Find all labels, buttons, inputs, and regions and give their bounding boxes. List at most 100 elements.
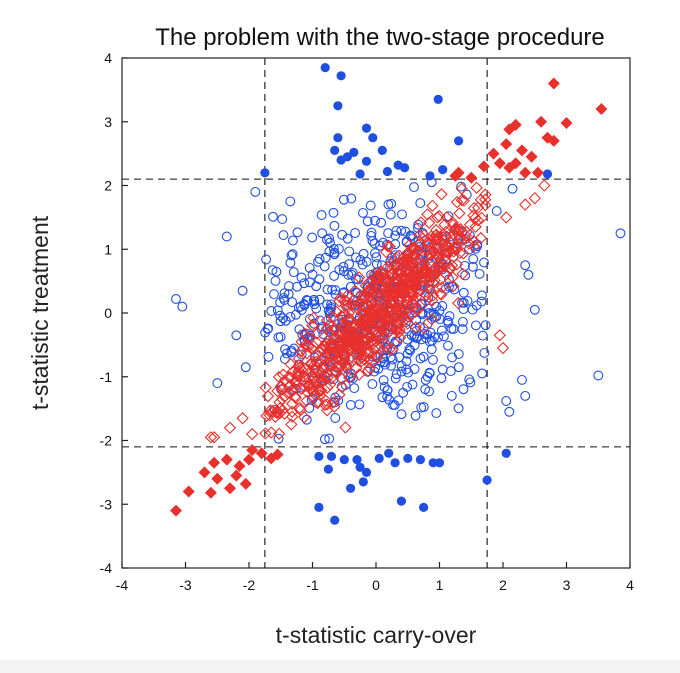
data-point-red-nonsignificant	[368, 267, 381, 281]
data-point-red-nonsignificant	[354, 315, 367, 329]
data-point-red-nonsignificant	[416, 250, 429, 263]
data-point-red-nonsignificant	[393, 315, 406, 328]
data-point-blue-nonsignificant	[287, 297, 298, 308]
data-point-blue-nonsignificant	[446, 390, 457, 401]
data-point-blue-significant	[323, 464, 333, 474]
data-point-red-nonsignificant	[386, 267, 399, 280]
data-point-blue-nonsignificant	[296, 272, 307, 283]
data-point-blue-nonsignificant	[453, 362, 464, 373]
data-point-blue-nonsignificant	[177, 301, 188, 312]
data-point-red-nonsignificant	[479, 199, 492, 212]
data-point-blue-nonsignificant	[324, 433, 335, 444]
data-point-blue-significant	[542, 169, 553, 179]
data-point-red-significant	[547, 77, 560, 90]
data-point-blue-nonsignificant	[593, 370, 604, 381]
data-point-blue-nonsignificant	[316, 210, 327, 220]
data-point-red-nonsignificant	[467, 209, 480, 222]
data-point-red-nonsignificant	[259, 381, 272, 394]
data-point-red-nonsignificant	[340, 299, 353, 313]
data-point-red-nonsignificant	[409, 321, 422, 334]
data-point-blue-significant	[501, 448, 511, 458]
data-point-red-nonsignificant	[352, 303, 365, 316]
data-point-red-nonsignificant	[294, 345, 307, 358]
data-point-red-nonsignificant	[298, 380, 311, 393]
data-point-red-nonsignificant	[318, 350, 331, 363]
data-point-red-nonsignificant	[422, 216, 436, 229]
data-point-blue-nonsignificant	[344, 246, 355, 257]
data-point-red-significant	[516, 144, 528, 157]
data-point-red-nonsignificant	[407, 274, 420, 287]
data-point-red-nonsignificant	[474, 231, 488, 245]
data-point-red-nonsignificant	[361, 364, 375, 378]
data-point-red-nonsignificant	[370, 270, 383, 283]
data-point-blue-nonsignificant	[292, 227, 303, 238]
data-point-blue-nonsignificant	[278, 230, 289, 241]
data-point-red-nonsignificant	[286, 397, 299, 410]
data-point-red-nonsignificant	[457, 247, 470, 260]
data-point-red-nonsignificant	[440, 230, 454, 243]
data-point-red-nonsignificant	[429, 229, 443, 242]
data-point-red-nonsignificant	[339, 358, 353, 371]
data-point-blue-nonsignificant	[338, 194, 349, 205]
data-point-red-nonsignificant	[396, 255, 409, 269]
x-tick-label: 2	[499, 577, 507, 593]
data-point-blue-nonsignificant	[390, 373, 401, 384]
data-point-blue-nonsignificant	[479, 257, 489, 268]
data-point-red-significant	[535, 115, 548, 128]
data-point-blue-significant	[382, 166, 392, 177]
data-point-blue-nonsignificant	[382, 391, 393, 402]
data-point-red-nonsignificant	[372, 285, 385, 298]
data-point-blue-nonsignificant	[367, 379, 378, 390]
data-point-red-nonsignificant	[519, 198, 532, 211]
data-point-red-significant	[487, 147, 500, 160]
data-point-blue-significant	[355, 169, 365, 179]
data-point-red-nonsignificant	[407, 293, 420, 307]
data-point-blue-nonsignificant	[263, 351, 274, 362]
data-point-red-nonsignificant	[467, 240, 481, 253]
data-point-red-nonsignificant	[342, 327, 355, 340]
data-point-blue-nonsignificant	[474, 268, 485, 279]
data-point-blue-nonsignificant	[285, 257, 296, 268]
data-point-blue-nonsignificant	[344, 259, 355, 270]
data-point-blue-significant	[361, 123, 372, 133]
data-point-red-nonsignificant	[411, 264, 425, 278]
data-point-blue-nonsignificant	[286, 250, 297, 261]
data-point-blue-nonsignificant	[370, 248, 380, 259]
data-point-blue-nonsignificant	[371, 252, 382, 263]
data-point-blue-significant	[314, 451, 324, 461]
data-point-red-nonsignificant	[373, 321, 386, 334]
data-point-red-nonsignificant	[359, 333, 373, 347]
data-point-blue-nonsignificant	[458, 287, 469, 298]
data-point-red-nonsignificant	[330, 333, 344, 346]
data-point-red-nonsignificant	[493, 329, 506, 342]
data-point-blue-nonsignificant	[307, 269, 318, 280]
data-point-blue-nonsignificant	[501, 396, 512, 406]
data-point-blue-significant	[333, 133, 343, 143]
data-point-blue-nonsignificant	[470, 320, 481, 331]
y-axis-ticks: -4 -3 -2 -1 0 1 2 3 4	[100, 50, 128, 576]
data-point-blue-significant	[434, 458, 445, 468]
data-point-blue-nonsignificant	[278, 313, 289, 324]
x-tick-label: -3	[179, 577, 192, 593]
data-point-blue-nonsignificant	[269, 289, 279, 300]
data-point-blue-nonsignificant	[415, 198, 426, 209]
data-point-blue-nonsignificant	[458, 297, 469, 308]
data-point-red-nonsignificant	[332, 360, 345, 373]
data-point-red-nonsignificant	[298, 411, 311, 424]
data-point-red-nonsignificant	[285, 418, 298, 431]
data-point-blue-nonsignificant	[281, 348, 292, 359]
y-tick-label: 4	[104, 50, 112, 66]
data-point-blue-nonsignificant	[402, 348, 413, 359]
data-point-blue-nonsignificant	[221, 231, 232, 242]
data-point-blue-nonsignificant	[418, 402, 429, 412]
data-point-red-nonsignificant	[440, 211, 453, 224]
y-axis-label: t-statistic treatment	[27, 215, 53, 410]
data-point-blue-nonsignificant	[378, 375, 389, 386]
data-point-blue-nonsignificant	[352, 288, 363, 298]
data-point-red-significant	[503, 123, 516, 136]
data-point-red-nonsignificant	[321, 404, 334, 417]
data-point-red-nonsignificant	[366, 355, 379, 368]
data-point-blue-nonsignificant	[480, 320, 491, 331]
data-point-blue-nonsignificant	[288, 267, 299, 278]
data-point-red-nonsignificant	[307, 311, 320, 324]
